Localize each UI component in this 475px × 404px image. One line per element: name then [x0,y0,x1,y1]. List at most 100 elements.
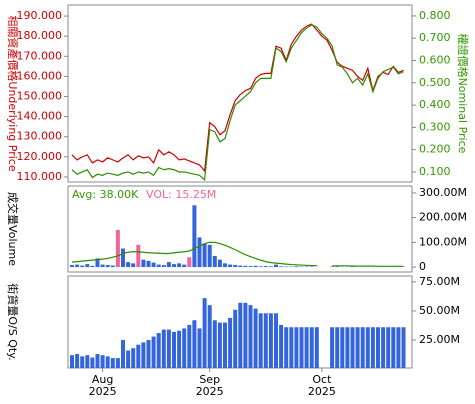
bar [70,265,74,267]
bar [345,327,349,368]
bar [187,325,191,368]
y-axis-label: 成交量Volume [6,192,20,266]
bar [233,265,237,267]
bar [192,320,196,368]
bar [90,266,94,267]
bar [101,265,105,267]
bar [259,313,263,368]
y-tick-label: 50.00M [419,304,460,317]
bar [80,266,84,267]
bar [90,358,94,368]
bar [141,260,145,267]
y2-axis-label: 權證價格Nominal Price [456,34,470,154]
bar [177,263,181,267]
bar [213,256,217,267]
y2-tick-label: 0.200 [419,143,451,156]
bar [85,264,89,267]
bar [376,327,380,368]
bar [356,327,360,368]
bar [121,340,125,368]
y-tick-label: 140.000 [17,110,63,123]
bar [152,263,156,267]
bar [131,263,135,267]
x-tick-label: 2025 [196,385,224,398]
bar [80,356,84,368]
bar [213,320,217,368]
y-tick-label: 130.000 [17,130,63,143]
bar [172,264,176,267]
bar [203,298,207,368]
bar [218,323,222,368]
bar [243,303,247,368]
y-tick-label: 120.000 [17,150,63,163]
bar [402,327,406,368]
bar [187,257,191,267]
bar [136,345,140,368]
y2-tick-label: 0.400 [419,98,451,111]
y-tick-label: 300.00M [419,186,467,199]
y-tick-label: 0 [419,260,426,273]
bar [157,265,161,267]
bar [70,355,74,368]
bar [264,313,268,368]
bar [300,327,304,368]
y2-tick-label: 0.100 [419,165,451,178]
bar [274,313,278,368]
bar [371,327,375,368]
bar [284,327,288,368]
bar [208,305,212,368]
bar [238,303,242,368]
y2-tick-label: 0.800 [419,9,451,22]
bar [340,327,344,368]
bar [228,265,232,267]
bar [223,323,227,368]
y-tick-label: 150.000 [17,90,63,103]
series-line [72,25,404,180]
y-tick-label: 190.000 [17,9,63,22]
bar [152,337,156,368]
bar [279,266,283,267]
y-tick-label: 170.000 [17,49,63,62]
bar [305,327,309,368]
bar [279,325,283,368]
bar [208,245,212,267]
y2-tick-label: 0.500 [419,76,451,89]
bar [391,327,395,368]
y2-tick-label: 0.700 [419,31,451,44]
bar [254,266,258,267]
series-line [72,24,404,171]
bar [386,327,390,368]
y-tick-label: 25.00M [419,333,460,346]
y-tick-label: 160.000 [17,69,63,82]
bar [182,265,186,267]
bar [198,237,202,267]
bar [116,230,120,267]
y-tick-label: 75.00M [419,275,460,288]
bar [249,266,253,267]
bar [192,205,196,267]
x-tick-label: 2025 [308,385,336,398]
bar [141,342,145,368]
bar [366,327,370,368]
bar [264,266,268,267]
bar [157,333,161,368]
plot-frame [68,5,412,182]
bar [106,356,110,368]
bar [315,327,319,368]
annotation: Avg: 38.00K [72,188,139,201]
bar [136,245,140,267]
y2-tick-label: 0.300 [419,120,451,133]
bar [233,310,237,368]
bar [269,266,273,267]
bar [238,266,242,267]
y-tick-label: 100.00M [419,235,467,248]
bar [294,327,298,368]
bar [172,332,176,368]
bar [111,266,115,267]
bar [274,265,278,267]
y-axis-label: 相關資產價格Underlying Price [6,15,20,171]
bar [381,327,385,368]
bar [361,327,365,368]
bar [218,260,222,267]
